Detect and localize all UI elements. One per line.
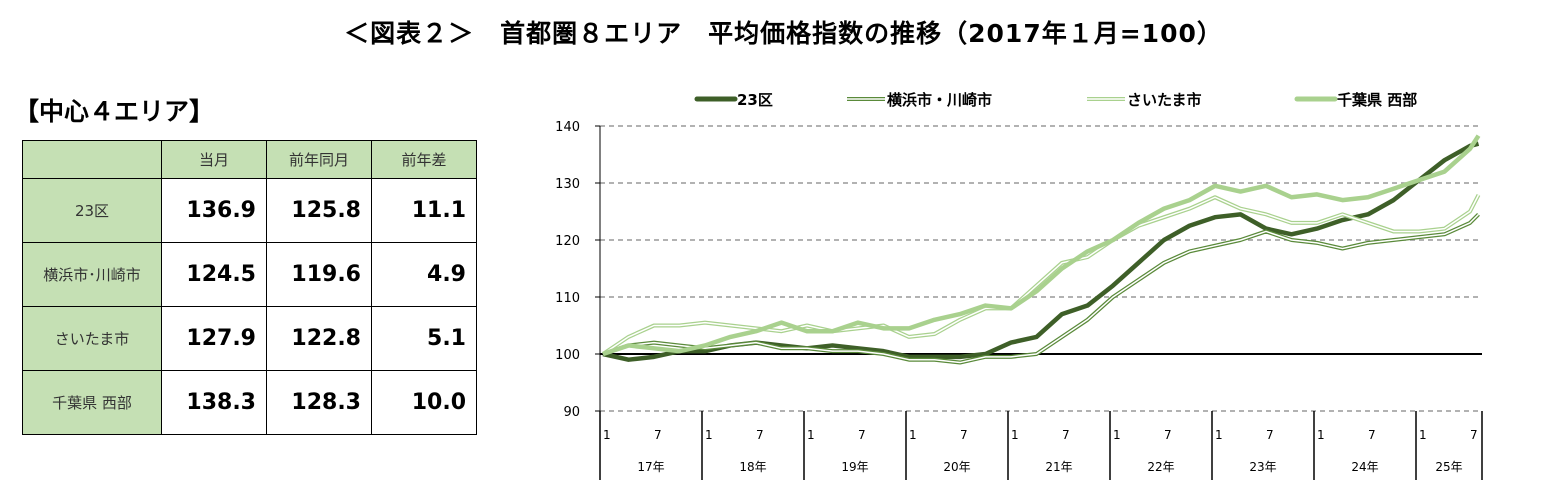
month-tick-label: 1: [1419, 428, 1427, 442]
month-tick-label: 1: [1011, 428, 1019, 442]
month-tick-label: 1: [1317, 428, 1325, 442]
legend-label: 千葉県 西部: [1337, 91, 1417, 109]
month-tick-label: 7: [1470, 428, 1478, 442]
table-row: 千葉県 西部 138.3 128.3 10.0: [22, 370, 477, 435]
y-tick-label: 140: [555, 120, 580, 135]
table-header-row: 当月 前年同月 前年差: [22, 140, 477, 179]
year-label: 20年: [943, 460, 970, 474]
y-tick-label: 110: [555, 291, 580, 306]
area-label: 23区: [22, 178, 162, 243]
month-tick-label: 7: [960, 428, 968, 442]
month-tick-label: 1: [807, 428, 815, 442]
header-diff: 前年差: [371, 140, 477, 179]
y-tick-label: 90: [563, 405, 580, 420]
legend-label: 横浜市・川崎市: [887, 91, 992, 109]
summary-table: 当月 前年同月 前年差 23区 136.9 125.8 11.1 横浜市･川崎市 124…: [22, 140, 477, 435]
series-line-inner-1: [602, 213, 1480, 364]
y-tick-label: 120: [555, 234, 580, 249]
year-label: 21年: [1045, 460, 1072, 474]
header-current: 当月: [161, 140, 267, 179]
legend-label: 23区: [737, 91, 773, 109]
current-value: 124.5: [161, 242, 267, 307]
prev-year-value: 125.8: [266, 178, 372, 243]
month-tick-label: 7: [1062, 428, 1070, 442]
year-label: 25年: [1435, 460, 1462, 474]
header-prev-year: 前年同月: [266, 140, 372, 179]
legend-label: さいたま市: [1127, 91, 1202, 109]
diff-value: 10.0: [371, 370, 477, 435]
month-tick-label: 1: [1113, 428, 1121, 442]
diff-value: 5.1: [371, 306, 477, 371]
year-label: 17年: [637, 460, 664, 474]
current-value: 138.3: [161, 370, 267, 435]
month-tick-label: 1: [705, 428, 713, 442]
current-value: 136.9: [161, 178, 267, 243]
table-row: 横浜市･川崎市 124.5 119.6 4.9: [22, 242, 477, 307]
month-tick-label: 7: [1266, 428, 1274, 442]
current-value: 127.9: [161, 306, 267, 371]
month-tick-label: 1: [909, 428, 917, 442]
area-label: さいたま市: [22, 306, 162, 371]
month-tick-label: 1: [1215, 428, 1223, 442]
series-line-3: [602, 134, 1481, 357]
y-tick-label: 100: [555, 348, 580, 363]
month-tick-label: 1: [603, 428, 611, 442]
table-row: 23区 136.9 125.8 11.1: [22, 178, 477, 243]
year-label: 18年: [739, 460, 766, 474]
month-tick-label: 7: [1164, 428, 1172, 442]
year-label: 19年: [841, 460, 868, 474]
prev-year-value: 128.3: [266, 370, 372, 435]
month-tick-label: 7: [858, 428, 866, 442]
month-tick-label: 7: [654, 428, 662, 442]
header-area: [22, 140, 162, 179]
section-title: 【中心４エリア】: [14, 97, 215, 126]
year-label: 22年: [1147, 460, 1174, 474]
area-label: 横浜市･川崎市: [22, 242, 162, 307]
year-label: 24年: [1351, 460, 1378, 474]
diff-value: 4.9: [371, 242, 477, 307]
month-tick-label: 7: [756, 428, 764, 442]
series-line-inner-2: [602, 194, 1480, 355]
year-label: 23年: [1249, 460, 1276, 474]
area-label: 千葉県 西部: [22, 370, 162, 435]
page-title: ＜図表２＞ 首都圏８エリア 平均価格指数の推移（2017年１月=100）: [344, 19, 1223, 48]
y-tick-label: 130: [555, 177, 580, 192]
prev-year-value: 119.6: [266, 242, 372, 307]
month-tick-label: 7: [1368, 428, 1376, 442]
